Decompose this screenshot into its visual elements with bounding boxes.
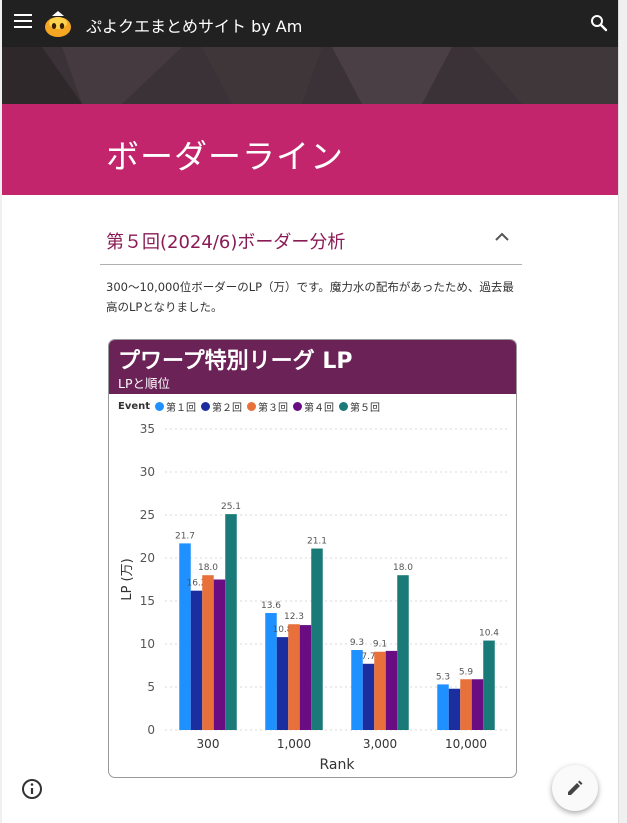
legend-swatch xyxy=(339,401,349,411)
bar xyxy=(213,579,226,730)
pencil-icon xyxy=(568,780,583,795)
scrollbar[interactable] xyxy=(618,0,627,823)
bar xyxy=(225,514,237,730)
edit-button[interactable] xyxy=(552,765,598,811)
data-label: 13.6 xyxy=(261,601,281,611)
bar xyxy=(362,663,375,730)
bar xyxy=(385,650,398,730)
section-title[interactable]: 第５回(2024/6)ボーダー分析 xyxy=(106,232,346,253)
section-header[interactable]: 第５回(2024/6)ボーダー分析 xyxy=(100,214,522,265)
y-axis-label: LP (万) xyxy=(120,558,135,600)
legend-swatch xyxy=(155,401,165,411)
bar xyxy=(397,575,409,730)
data-label: 5.9 xyxy=(459,667,474,677)
legend-item[interactable]: 第５回 xyxy=(339,399,380,414)
bar xyxy=(311,548,323,730)
chart-legend: Event 第１回 第２回 第３回 第４回 第５回 xyxy=(118,399,385,414)
data-label: 7.7 xyxy=(361,652,375,662)
bar xyxy=(202,575,214,730)
bar xyxy=(483,640,495,730)
data-label: 5.3 xyxy=(436,672,450,682)
bar xyxy=(351,650,363,730)
chart-subtitle: LPと順位 xyxy=(118,376,171,391)
data-label: 9.1 xyxy=(373,640,387,650)
legend-label: 第３回 xyxy=(258,402,289,414)
bar xyxy=(471,679,484,730)
data-label: 16.2 xyxy=(186,579,206,589)
info-icon[interactable] xyxy=(21,778,43,800)
data-label: 25.1 xyxy=(221,502,241,512)
legend-swatch xyxy=(293,401,303,411)
legend-swatch xyxy=(247,401,257,411)
legend-item[interactable]: 第１回 xyxy=(155,399,196,414)
bar-chart: 0 5 10 15 20 25 30 35 LP (万) 21.7 16.2 18.0 25.1 300 1… xyxy=(120,422,509,773)
legend-label: 第４回 xyxy=(304,402,335,414)
bar xyxy=(190,590,203,730)
y-tick-label: 25 xyxy=(140,508,155,522)
y-tick-label: 10 xyxy=(140,637,155,651)
data-label: 10.8 xyxy=(272,625,292,635)
chart-header: プワープ特別リーグ LP LPと順位 xyxy=(109,340,516,394)
y-tick-label: 20 xyxy=(140,551,155,565)
puyo-logo-icon[interactable] xyxy=(43,10,73,38)
data-label: 21.7 xyxy=(175,531,195,541)
data-label: 9.3 xyxy=(350,638,364,648)
section-description: 300～10,000位ボーダーのLP（万）です。魔力水の配布があったため、過去最… xyxy=(106,280,514,314)
bar xyxy=(179,543,191,730)
legend-label: 第５回 xyxy=(350,402,381,414)
bar xyxy=(437,684,449,730)
data-label: 18.0 xyxy=(198,563,218,573)
y-tick-label: 35 xyxy=(140,422,155,436)
hero-banner xyxy=(2,47,618,104)
bar xyxy=(299,625,312,730)
x-tick-label: 10,000 xyxy=(445,737,487,751)
legend-item[interactable]: 第３回 xyxy=(247,399,288,414)
x-tick-label: 1,000 xyxy=(277,737,311,751)
data-label: 21.1 xyxy=(307,537,327,547)
data-label: 18.0 xyxy=(393,563,413,573)
legend-swatch xyxy=(201,401,211,411)
y-tick-label: 30 xyxy=(140,465,155,479)
chart-card: プワープ特別リーグ LP LPと順位 Event 第１回 第２回 第３回 第４回 第５回… xyxy=(108,339,517,778)
legend-label: 第２回 xyxy=(212,402,243,414)
legend-label: 第１回 xyxy=(166,402,197,414)
y-tick-label: 0 xyxy=(147,723,155,737)
bar xyxy=(374,651,386,730)
chevron-up-icon[interactable] xyxy=(494,232,510,242)
x-tick-label: 300 xyxy=(197,737,220,751)
bar xyxy=(276,637,289,730)
hero-pattern xyxy=(2,47,618,104)
x-axis-label: Rank xyxy=(320,757,356,773)
data-label: 10.4 xyxy=(479,629,499,639)
x-tick-label: 3,000 xyxy=(363,737,397,751)
chart-title: プワープ特別リーグ LP xyxy=(118,349,353,374)
bar xyxy=(288,624,300,730)
data-label: 12.3 xyxy=(284,612,304,622)
bar xyxy=(460,679,472,730)
legend-item[interactable]: 第４回 xyxy=(293,399,334,414)
y-tick-label: 5 xyxy=(147,680,155,694)
menu-icon[interactable] xyxy=(14,14,32,28)
page-header: ボーダーライン xyxy=(2,104,618,195)
legend-title: Event xyxy=(118,400,151,412)
legend-item[interactable]: 第２回 xyxy=(201,399,242,414)
page-title: ボーダーライン xyxy=(106,137,344,176)
bar xyxy=(448,688,461,730)
site-title[interactable]: ぷよクエまとめサイト by Am xyxy=(86,17,303,36)
bar xyxy=(265,613,277,730)
top-app-bar: ぷよクエまとめサイト by Am xyxy=(2,0,618,47)
search-icon[interactable] xyxy=(590,14,608,32)
y-tick-label: 15 xyxy=(140,594,155,608)
